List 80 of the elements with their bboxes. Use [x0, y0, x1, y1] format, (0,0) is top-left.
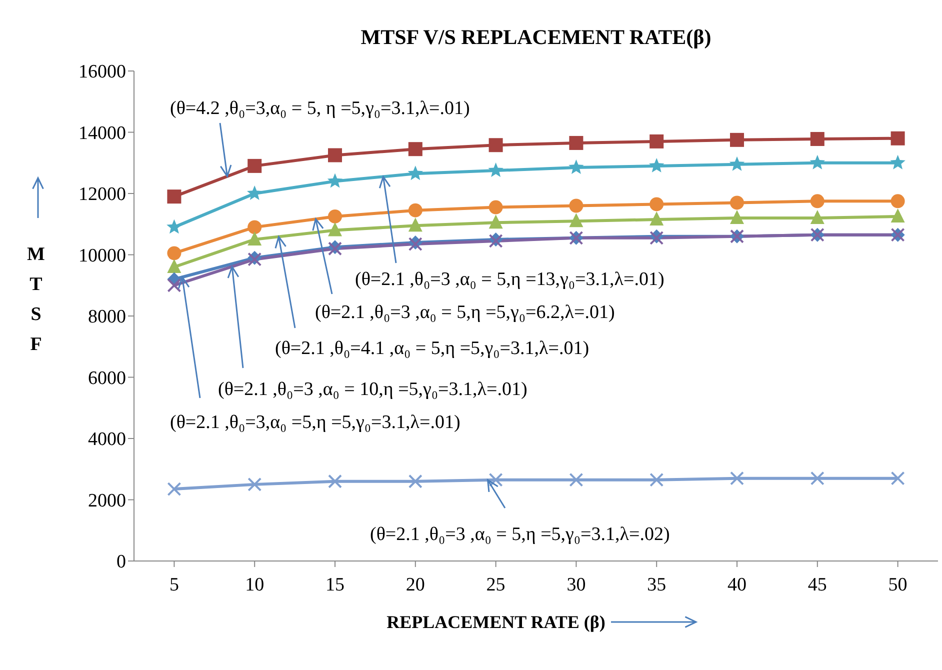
x-tick-label: 5	[169, 574, 179, 596]
point	[730, 210, 744, 224]
point	[810, 194, 824, 208]
y-tick-label: 12000	[78, 184, 126, 206]
point	[568, 159, 584, 174]
x-tick-label: 40	[728, 574, 746, 596]
y-tick-label: 8000	[88, 306, 126, 328]
point	[569, 136, 584, 150]
x-tick-label: 25	[486, 574, 506, 596]
annotation: (θ=2.1 ,θ₀=3 ,α₀ = 5,η =5,γ₀=6.2,λ=.01)	[315, 302, 615, 323]
point	[730, 471, 744, 486]
point	[246, 186, 262, 200]
point	[167, 259, 182, 273]
point	[327, 173, 343, 188]
point	[648, 158, 664, 172]
point	[730, 132, 744, 147]
annotation: (θ=2.1 ,θ₀=3 ,α₀ = 5,η =5,γ₀=3.1,λ=.02)	[370, 524, 670, 545]
point	[890, 471, 905, 486]
x-tick-label: 50	[888, 574, 908, 596]
point	[890, 194, 905, 208]
point	[488, 472, 503, 487]
point	[167, 190, 182, 204]
chart-title: MTSF V/S REPLACEMENT RATE(β)	[360, 25, 712, 49]
y-tick-label: 4000	[88, 429, 126, 450]
point	[569, 213, 584, 228]
point	[729, 156, 745, 171]
point	[730, 196, 744, 210]
point	[328, 148, 342, 162]
point	[810, 132, 824, 146]
point	[569, 472, 584, 487]
point	[248, 158, 262, 173]
point	[890, 131, 905, 146]
y-tick-label: 6000	[88, 368, 126, 389]
point	[167, 482, 182, 496]
point	[488, 162, 504, 178]
point	[569, 198, 584, 213]
point	[248, 231, 262, 246]
annotation: (θ=4.2 ,θ₀=3,α₀ = 5, η =5,γ₀=3.1,λ=.01)	[170, 98, 470, 119]
y-axis-title: MTSF	[27, 244, 46, 355]
point	[408, 166, 424, 180]
point	[810, 210, 824, 224]
point	[408, 474, 422, 488]
point	[488, 138, 503, 152]
point	[650, 212, 664, 226]
annotation: (θ=2.1 ,θ₀=4.1 ,α₀ = 5,η =5,γ₀=3.1,λ=.01)	[275, 338, 590, 359]
x-tick-label: 10	[245, 574, 264, 596]
y-tick-label: 14000	[78, 122, 126, 144]
x-tick-label: 45	[808, 574, 827, 596]
x-tick-label: 15	[326, 574, 344, 596]
y-tick-label: 2000	[88, 490, 126, 512]
point	[810, 471, 824, 486]
annotation: (θ=2.1 ,θ₀=3 ,α₀ = 10,η =5,γ₀=3.1,λ=.01)	[218, 379, 528, 400]
point	[408, 203, 422, 218]
point	[166, 219, 182, 234]
point	[408, 218, 422, 232]
y-tick-label: 10000	[78, 245, 126, 266]
point	[650, 197, 664, 212]
annotation: (θ=2.1 ,θ₀=3 ,α₀ = 5,η =13,γ₀=3.1,λ=.01)	[355, 269, 664, 290]
point	[328, 209, 342, 224]
point	[408, 142, 422, 156]
x-tick-label: 20	[406, 574, 425, 596]
x-tick-label: 30	[566, 574, 586, 596]
point	[810, 154, 826, 170]
point	[248, 477, 262, 492]
x-tick-label: 35	[647, 574, 666, 596]
annotation: (θ=2.1 ,θ₀=3,α₀ =5,η =5,γ₀=3.1,λ=.01)	[170, 412, 460, 433]
x-axis-title: REPLACEMENT RATE (β)	[386, 612, 606, 632]
y-tick-label: 16000	[78, 62, 126, 83]
point	[167, 246, 182, 260]
point	[488, 214, 503, 229]
point	[890, 208, 905, 222]
point	[328, 474, 342, 488]
point	[488, 200, 503, 214]
point	[650, 134, 664, 148]
point	[650, 472, 664, 487]
point	[890, 154, 906, 170]
point	[328, 222, 342, 236]
y-tick-label: 0	[116, 552, 126, 573]
point	[167, 278, 182, 292]
point	[248, 220, 262, 234]
